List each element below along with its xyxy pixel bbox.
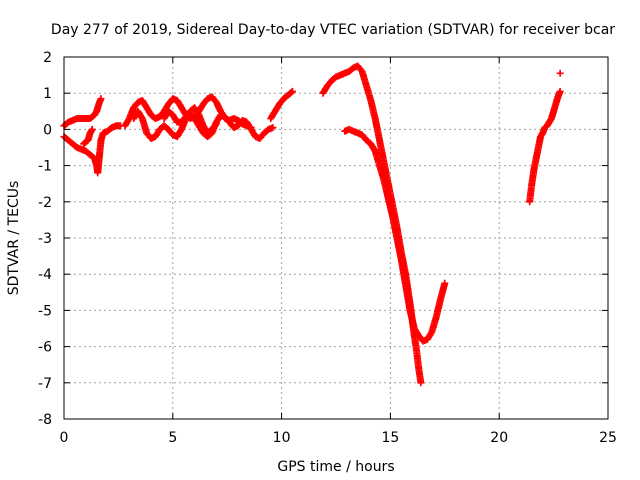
y-tick-label: 2 — [43, 50, 52, 66]
grid-lines — [64, 57, 608, 419]
x-tick-label: 0 — [60, 430, 69, 446]
data-point — [417, 379, 425, 387]
y-tick-label: -8 — [38, 412, 52, 428]
y-tick-label: -2 — [38, 195, 52, 211]
x-tick-label: 20 — [490, 430, 508, 446]
y-tick-label: -1 — [38, 159, 52, 175]
y-tick-label: -5 — [38, 303, 52, 319]
y-tick-label: -6 — [38, 340, 52, 356]
y-tick-label: 0 — [43, 122, 52, 138]
data-point — [269, 124, 277, 132]
data-point — [441, 279, 449, 287]
data-points — [60, 62, 564, 387]
x-axis-label: GPS time / hours — [277, 459, 394, 475]
x-tick-label: 5 — [168, 430, 177, 446]
data-point — [288, 87, 296, 95]
data-point — [88, 125, 96, 133]
x-tick-label: 25 — [599, 430, 617, 446]
y-tick-label: -4 — [38, 267, 52, 283]
chart-title: Day 277 of 2019, Sidereal Day-to-day VTE… — [51, 22, 615, 38]
x-tick-label: 15 — [381, 430, 399, 446]
data-point — [287, 88, 295, 96]
data-point — [556, 69, 564, 77]
y-tick-label: -7 — [38, 376, 52, 392]
y-tick-label: 1 — [43, 86, 52, 102]
y-axis-label: SDTVAR / TECUs — [6, 181, 22, 296]
data-point — [97, 95, 105, 103]
data-point — [556, 87, 564, 95]
x-tick-label: 10 — [273, 430, 291, 446]
axis-ticks: 210-1-2-3-4-5-6-7-80 5 10 15 20 25 — [38, 50, 617, 446]
plot-frame — [63, 56, 609, 420]
y-tick-label: -3 — [38, 231, 52, 247]
